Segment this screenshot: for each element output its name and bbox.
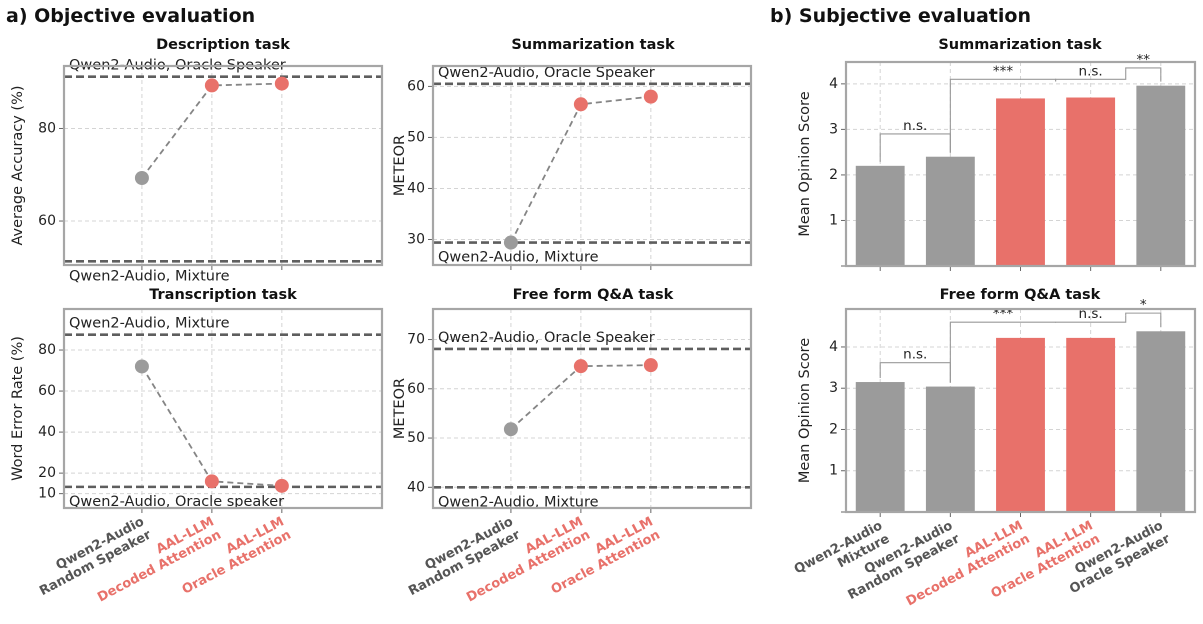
y-tick-label: 2 (829, 167, 838, 183)
y-tick-label: 4 (829, 76, 838, 92)
bar (1066, 97, 1116, 267)
y-tick-label: 10 (38, 486, 56, 502)
data-point (573, 97, 588, 112)
bar (1136, 331, 1186, 512)
reference-line-label: Qwen2-Audio, Mixture (69, 316, 230, 332)
section-b-title: b) Subjective evaluation (770, 5, 1031, 27)
significance-label: n.s. (903, 118, 927, 134)
significance-label: *** (993, 63, 1014, 79)
data-point (274, 76, 289, 91)
y-axis-label: METEOR (392, 135, 408, 196)
y-tick-label: 40 (38, 424, 56, 440)
y-tick-label: 50 (407, 430, 425, 446)
y-tick-label: 60 (407, 78, 425, 94)
y-axis-label: METEOR (392, 378, 408, 439)
plot-frame (62, 64, 384, 267)
chart-title: Summarization task (511, 37, 675, 53)
reference-line-label: Qwen2-Audio, Oracle Speaker (438, 65, 655, 81)
y-axis-label: Word Error Rate (%) (10, 336, 26, 481)
bar (996, 337, 1045, 512)
bar (855, 165, 905, 266)
significance-label: n.s. (903, 347, 927, 363)
chart-panel-qa_objective: Free form Q&A task METEOR 40 50 60 70 Qwen2-Au… (392, 287, 753, 605)
bar (925, 386, 975, 512)
plot-frame (62, 307, 384, 510)
reference-line-label: Qwen2-Audio, Oracle Speaker (438, 330, 655, 346)
significance-bracket (879, 362, 951, 383)
data-point (643, 358, 658, 373)
data-point (274, 478, 289, 493)
chart-panel-transcription: Transcription task Word Error Rate (%) 10 2… (10, 287, 384, 605)
bar (925, 156, 975, 266)
y-tick-label: 60 (407, 381, 425, 397)
reference-line-label: Qwen2-Audio, Oracle speaker (69, 494, 284, 510)
y-tick-label: 1 (829, 463, 838, 479)
significance-bracket (1125, 312, 1162, 328)
section-a-title: a) Objective evaluation (6, 5, 255, 27)
chart-panel-summarization_objective: Summarization task METEOR 30 40 50 60 Qwen2-Au… (392, 37, 753, 270)
data-point (134, 359, 149, 374)
y-tick-label: 60 (38, 213, 56, 229)
y-tick-label: 80 (38, 342, 56, 358)
y-tick-label: 60 (38, 383, 56, 399)
data-point (204, 474, 219, 489)
reference-line-label: Qwen2-Audio, Mixture (69, 268, 230, 284)
significance-label: n.s. (1079, 63, 1103, 79)
chart-title: Free form Q&A task (513, 287, 674, 303)
data-point (503, 422, 518, 437)
y-tick-label: 2 (829, 421, 838, 437)
y-tick-label: 40 (407, 180, 425, 196)
series-line (141, 82, 282, 179)
significance-label: * (1140, 297, 1147, 313)
data-point (573, 359, 588, 374)
chart-panel-qa_subjective: Free form Q&A task Mean Opinion Score 1 2 3 4… (792, 287, 1197, 609)
y-axis-label: Average Accuracy (%) (10, 85, 26, 245)
significance-bracket (1125, 67, 1162, 82)
data-point (643, 89, 658, 104)
significance-label: *** (993, 306, 1014, 322)
chart-panel-description: Description task Average Accuracy (%) 60 80… (10, 37, 384, 284)
significance-label: ** (1137, 52, 1151, 68)
chart-title: Summarization task (938, 37, 1102, 53)
reference-line-label: Qwen2-Audio, Mixture (438, 250, 599, 266)
y-tick-label: 20 (38, 465, 56, 481)
y-tick-label: 3 (829, 380, 838, 396)
chart-title: Transcription task (149, 287, 297, 303)
significance-bracket (1055, 315, 1127, 323)
chart-title: Description task (156, 37, 290, 53)
plot-frame (431, 307, 753, 510)
series-line (141, 365, 282, 487)
y-tick-label: 40 (407, 479, 425, 495)
y-tick-label: 4 (829, 339, 838, 355)
chart-panel-summarization_subjective: Summarization task Mean Opinion Score 1 2 3 4… (797, 37, 1197, 271)
plot-frame (431, 64, 753, 267)
y-tick-label: 1 (829, 212, 838, 228)
plot-frame (844, 60, 1197, 268)
y-axis-label: Mean Opinion Score (797, 91, 813, 236)
bar (855, 382, 905, 512)
bar (1066, 337, 1116, 512)
chart-title: Free form Q&A task (940, 287, 1101, 303)
reference-line-label: Qwen2-Audio, Mixture (438, 494, 599, 510)
plot-frame (844, 307, 1197, 514)
data-point (503, 235, 518, 250)
y-tick-label: 80 (38, 120, 56, 136)
data-point (134, 170, 149, 185)
data-point (204, 78, 219, 93)
y-axis-label: Mean Opinion Score (797, 338, 813, 483)
significance-bracket (1055, 69, 1127, 82)
bar (996, 98, 1045, 266)
y-tick-label: 3 (829, 121, 838, 137)
significance-label: n.s. (1079, 306, 1103, 322)
bar (1136, 85, 1186, 266)
y-tick-label: 50 (407, 129, 425, 145)
y-tick-label: 70 (407, 332, 425, 348)
y-tick-label: 30 (407, 231, 425, 247)
